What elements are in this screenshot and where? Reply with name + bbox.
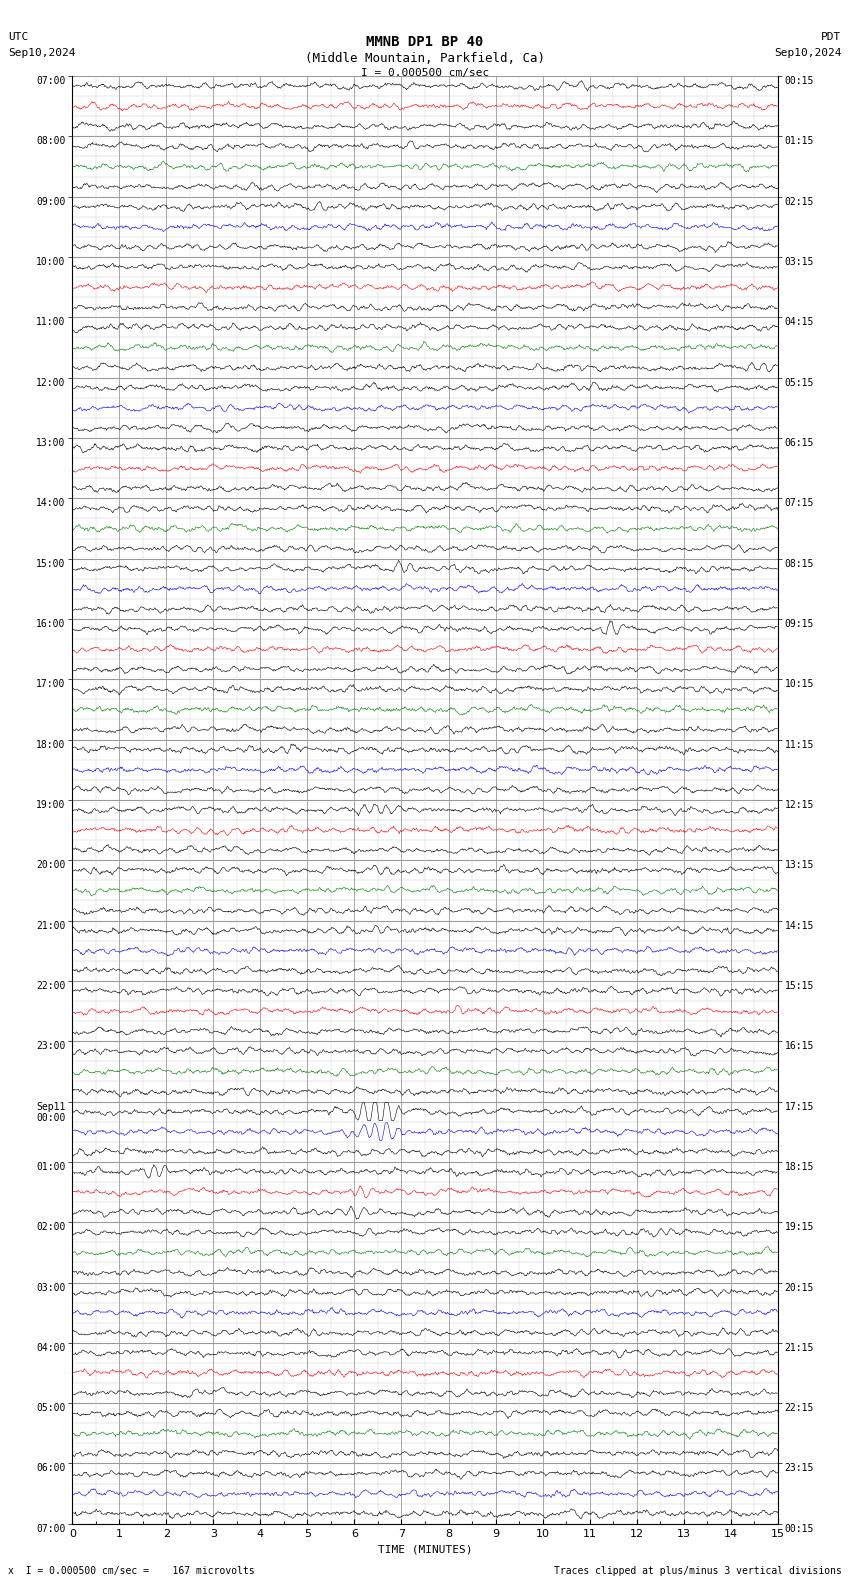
Text: Sep10,2024: Sep10,2024 [8,48,76,57]
Text: x  I = 0.000500 cm/sec =    167 microvolts: x I = 0.000500 cm/sec = 167 microvolts [8,1567,255,1576]
Text: I = 0.000500 cm/sec: I = 0.000500 cm/sec [361,68,489,78]
X-axis label: TIME (MINUTES): TIME (MINUTES) [377,1544,473,1554]
Text: (Middle Mountain, Parkfield, Ca): (Middle Mountain, Parkfield, Ca) [305,52,545,65]
Text: UTC: UTC [8,32,29,41]
Text: PDT: PDT [821,32,842,41]
Text: Traces clipped at plus/minus 3 vertical divisions: Traces clipped at plus/minus 3 vertical … [553,1567,842,1576]
Text: MMNB DP1 BP 40: MMNB DP1 BP 40 [366,35,484,49]
Text: Sep10,2024: Sep10,2024 [774,48,842,57]
